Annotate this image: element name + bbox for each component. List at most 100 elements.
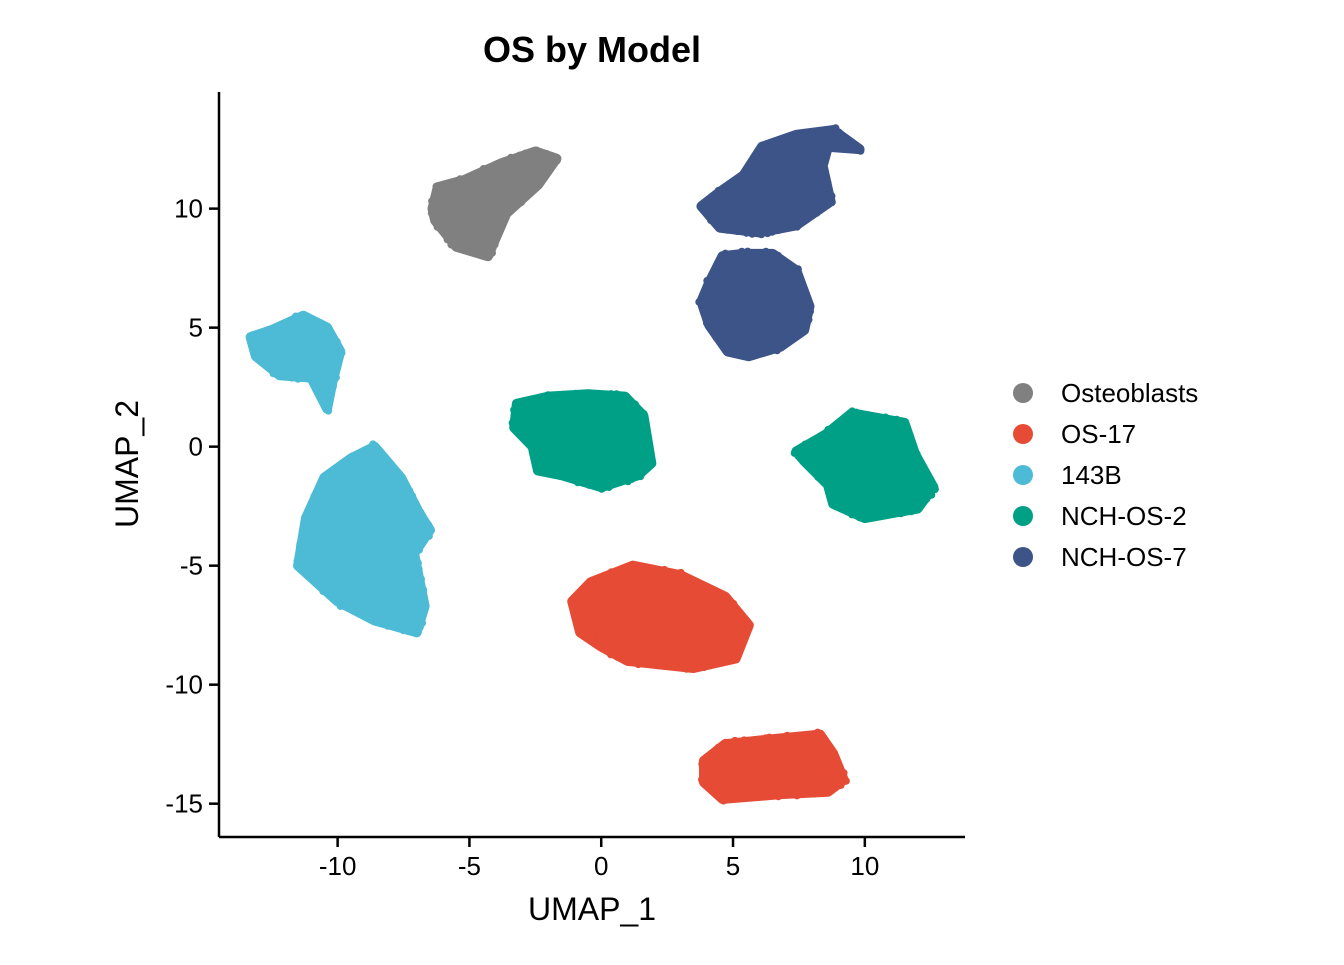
point bbox=[359, 524, 367, 532]
point bbox=[824, 469, 832, 477]
point bbox=[801, 787, 809, 796]
point bbox=[334, 555, 342, 564]
point bbox=[828, 144, 837, 152]
point bbox=[380, 593, 388, 602]
point bbox=[700, 651, 708, 659]
x-tick-label: 0 bbox=[594, 851, 608, 881]
point bbox=[755, 348, 763, 356]
point bbox=[623, 575, 631, 583]
point bbox=[901, 421, 910, 430]
point bbox=[315, 582, 324, 590]
point bbox=[732, 746, 741, 754]
point bbox=[876, 503, 884, 511]
point bbox=[757, 230, 766, 239]
point bbox=[785, 187, 793, 195]
point bbox=[849, 441, 858, 449]
point bbox=[857, 456, 865, 464]
point bbox=[700, 305, 708, 314]
point bbox=[888, 446, 897, 455]
point bbox=[464, 220, 472, 228]
point bbox=[592, 479, 601, 488]
point bbox=[633, 416, 641, 424]
point bbox=[811, 170, 819, 178]
point bbox=[317, 527, 325, 535]
point bbox=[595, 409, 604, 417]
point bbox=[553, 156, 561, 165]
point bbox=[585, 405, 594, 413]
point bbox=[402, 495, 410, 503]
point bbox=[565, 440, 573, 448]
point bbox=[770, 310, 778, 319]
point bbox=[287, 326, 295, 334]
point bbox=[803, 770, 811, 778]
point bbox=[769, 272, 777, 280]
point bbox=[801, 733, 809, 742]
x-ticks: -10 -5 0 5 10 bbox=[319, 837, 879, 881]
point bbox=[303, 510, 311, 519]
point bbox=[383, 493, 391, 501]
point bbox=[745, 253, 753, 261]
point bbox=[551, 438, 559, 446]
point bbox=[871, 440, 879, 448]
point bbox=[731, 736, 739, 745]
point bbox=[826, 760, 835, 768]
point bbox=[607, 568, 616, 576]
point bbox=[791, 158, 799, 166]
point bbox=[631, 400, 639, 409]
point bbox=[381, 454, 390, 463]
point bbox=[887, 480, 895, 488]
point bbox=[402, 611, 410, 619]
point bbox=[660, 660, 669, 669]
point bbox=[724, 616, 733, 624]
point bbox=[585, 465, 594, 473]
point bbox=[415, 565, 423, 573]
point bbox=[375, 585, 383, 594]
point bbox=[730, 267, 738, 275]
point bbox=[711, 295, 719, 303]
point bbox=[342, 600, 351, 609]
point bbox=[412, 503, 420, 512]
point bbox=[521, 192, 529, 201]
point bbox=[759, 172, 767, 180]
point bbox=[713, 630, 721, 639]
point bbox=[344, 579, 352, 587]
point bbox=[305, 313, 313, 322]
series-143b bbox=[245, 310, 435, 638]
point bbox=[533, 404, 541, 412]
point bbox=[897, 446, 905, 454]
point bbox=[326, 392, 335, 400]
point bbox=[311, 380, 319, 388]
point bbox=[392, 557, 400, 565]
point bbox=[627, 409, 636, 417]
point bbox=[348, 592, 356, 600]
point bbox=[626, 585, 635, 593]
point bbox=[402, 567, 410, 575]
point bbox=[307, 371, 316, 380]
legend-item: NCH-OS-7 bbox=[1013, 542, 1187, 572]
point bbox=[749, 792, 758, 801]
point bbox=[794, 194, 802, 202]
point bbox=[552, 458, 560, 467]
point bbox=[835, 128, 843, 137]
point bbox=[857, 417, 865, 426]
point bbox=[703, 276, 711, 285]
point bbox=[821, 753, 829, 761]
point bbox=[654, 633, 662, 641]
point bbox=[465, 228, 473, 236]
point bbox=[786, 263, 794, 271]
point bbox=[735, 308, 744, 316]
legend-label: Osteoblasts bbox=[1061, 378, 1198, 408]
point bbox=[689, 628, 698, 636]
point bbox=[825, 443, 833, 451]
point bbox=[802, 749, 811, 757]
point bbox=[794, 744, 802, 752]
point bbox=[761, 792, 769, 801]
point bbox=[502, 159, 510, 168]
point bbox=[385, 589, 394, 597]
point bbox=[859, 444, 867, 452]
point bbox=[931, 485, 939, 494]
point bbox=[917, 497, 925, 505]
point bbox=[762, 742, 770, 751]
point bbox=[778, 767, 787, 775]
point bbox=[331, 584, 339, 592]
